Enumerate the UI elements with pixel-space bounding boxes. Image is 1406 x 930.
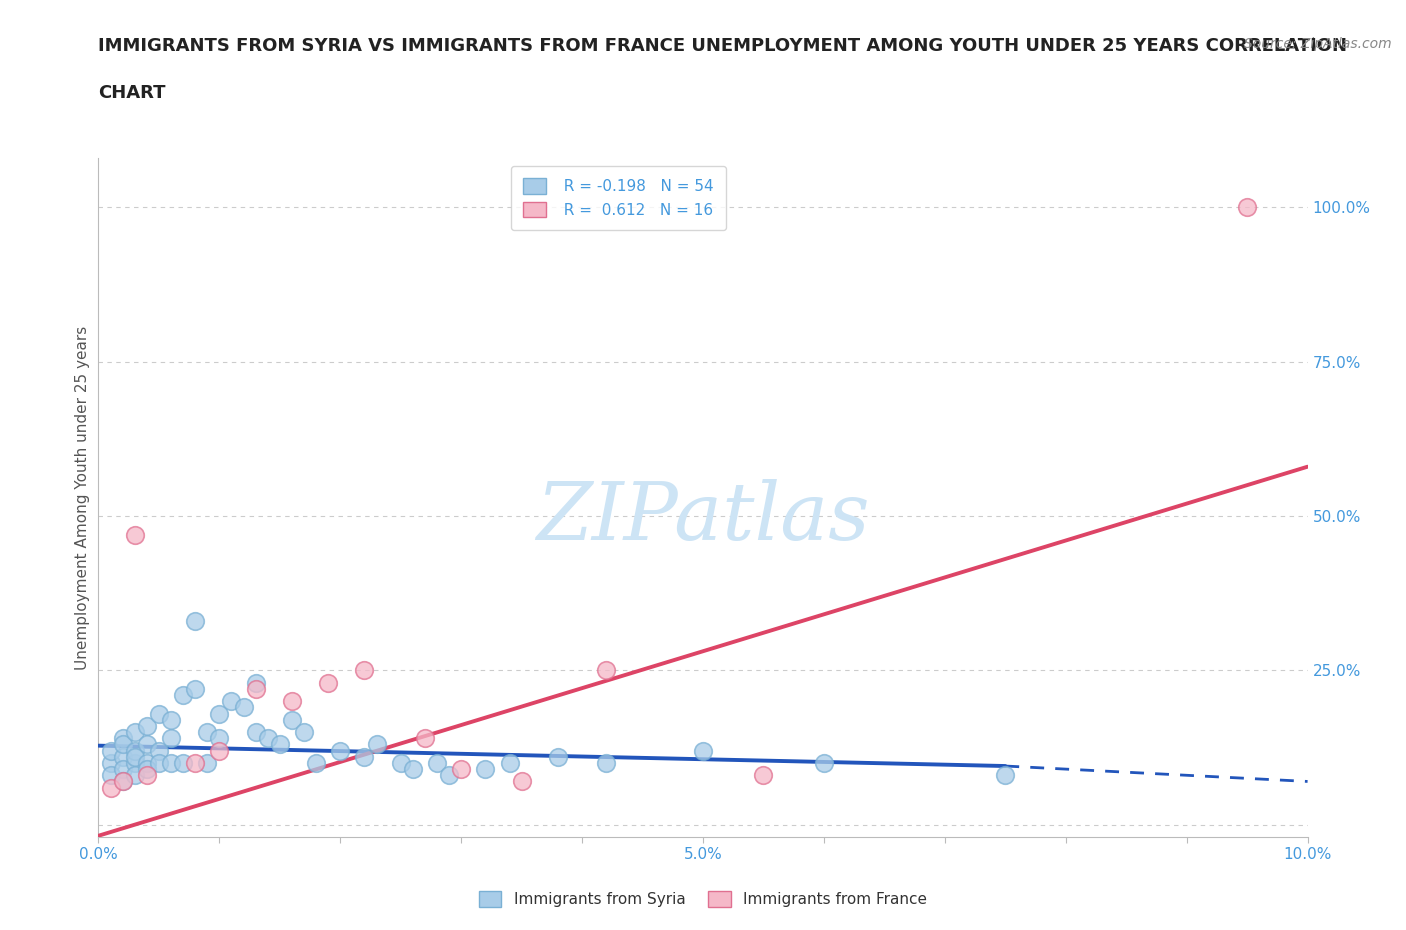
Point — [148, 755, 170, 770]
Point — [474, 762, 496, 777]
Point — [498, 755, 520, 770]
Point — [292, 724, 315, 739]
Point — [195, 755, 218, 770]
Text: CHART: CHART — [98, 84, 166, 101]
Text: ZIPatlas: ZIPatlas — [536, 479, 870, 557]
Point — [160, 731, 183, 746]
Point — [353, 750, 375, 764]
Point — [547, 750, 569, 764]
Point — [111, 774, 134, 789]
Point — [437, 768, 460, 783]
Point — [135, 768, 157, 783]
Point — [208, 743, 231, 758]
Point — [148, 706, 170, 721]
Point — [111, 737, 134, 751]
Point — [100, 743, 122, 758]
Point — [281, 712, 304, 727]
Point — [245, 724, 267, 739]
Point — [752, 768, 775, 783]
Point — [245, 682, 267, 697]
Point — [353, 663, 375, 678]
Point — [389, 755, 412, 770]
Point — [148, 743, 170, 758]
Point — [510, 774, 533, 789]
Point — [111, 731, 134, 746]
Point — [595, 755, 617, 770]
Point — [111, 750, 134, 764]
Point — [184, 755, 207, 770]
Point — [402, 762, 425, 777]
Text: IMMIGRANTS FROM SYRIA VS IMMIGRANTS FROM FRANCE UNEMPLOYMENT AMONG YOUTH UNDER 2: IMMIGRANTS FROM SYRIA VS IMMIGRANTS FROM… — [98, 37, 1347, 55]
Point — [135, 719, 157, 734]
Point — [994, 768, 1017, 783]
Text: Source: ZipAtlas.com: Source: ZipAtlas.com — [1244, 37, 1392, 51]
Point — [100, 755, 122, 770]
Point — [595, 663, 617, 678]
Point — [813, 755, 835, 770]
Point — [172, 755, 194, 770]
Point — [692, 743, 714, 758]
Point — [208, 706, 231, 721]
Point — [195, 724, 218, 739]
Legend:   R = -0.198   N = 54,   R =  0.612   N = 16: R = -0.198 N = 54, R = 0.612 N = 16 — [510, 166, 725, 230]
Point — [124, 724, 146, 739]
Point — [160, 712, 183, 727]
Point — [135, 755, 157, 770]
Point — [184, 682, 207, 697]
Point — [221, 694, 243, 709]
Point — [1236, 200, 1258, 215]
Point — [111, 762, 134, 777]
Point — [135, 737, 157, 751]
Point — [184, 614, 207, 629]
Y-axis label: Unemployment Among Youth under 25 years: Unemployment Among Youth under 25 years — [75, 326, 90, 670]
Point — [124, 768, 146, 783]
Point — [413, 731, 436, 746]
Point — [256, 731, 278, 746]
Point — [329, 743, 352, 758]
Point — [100, 768, 122, 783]
Point — [135, 762, 157, 777]
Point — [316, 675, 339, 690]
Point — [245, 675, 267, 690]
Point — [426, 755, 449, 770]
Point — [305, 755, 328, 770]
Point — [124, 755, 146, 770]
Point — [366, 737, 388, 751]
Point — [124, 750, 146, 764]
Point — [232, 700, 254, 715]
Point — [208, 731, 231, 746]
Point — [160, 755, 183, 770]
Point — [281, 694, 304, 709]
Point — [100, 780, 122, 795]
Point — [124, 743, 146, 758]
Point — [269, 737, 291, 751]
Legend: Immigrants from Syria, Immigrants from France: Immigrants from Syria, Immigrants from F… — [472, 884, 934, 913]
Point — [450, 762, 472, 777]
Point — [172, 687, 194, 702]
Point — [124, 527, 146, 542]
Point — [111, 774, 134, 789]
